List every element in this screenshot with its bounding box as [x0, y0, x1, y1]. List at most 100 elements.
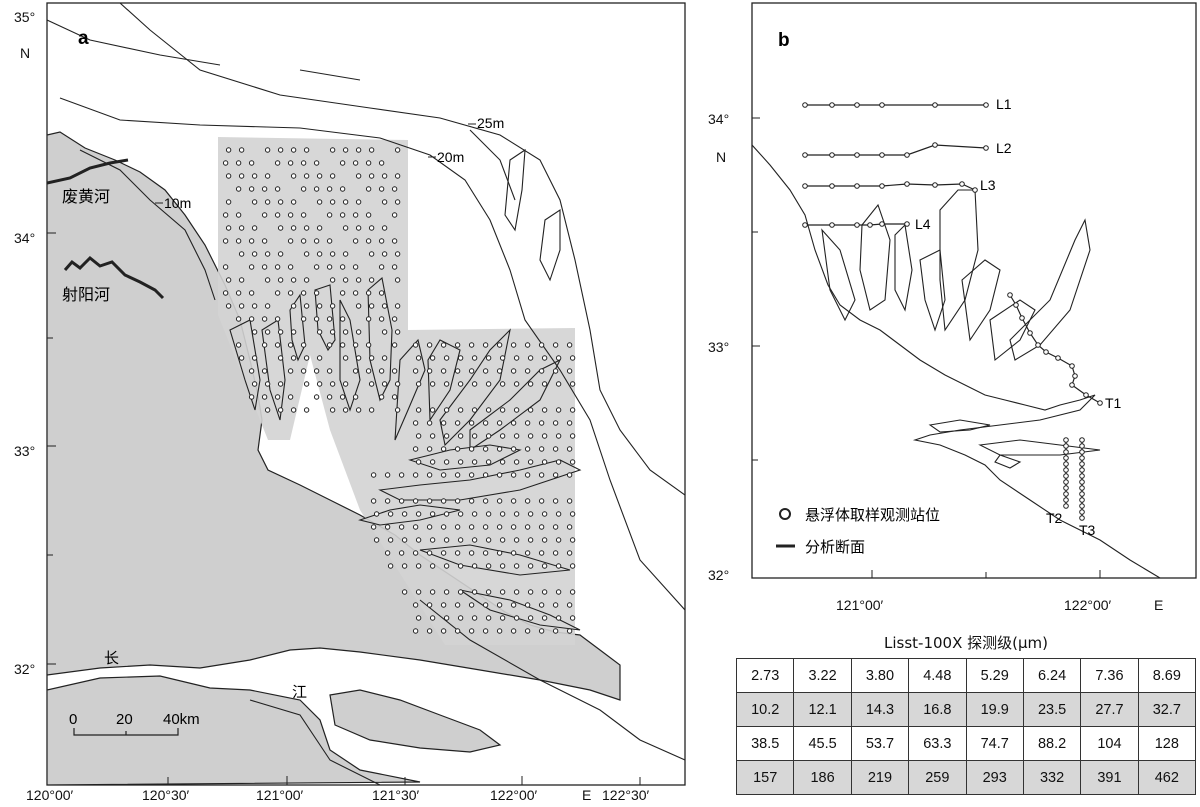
station-dot — [496, 342, 503, 348]
station-dot — [496, 550, 503, 556]
station-dot — [370, 524, 377, 530]
station-dot — [352, 290, 359, 296]
station-dot — [510, 628, 517, 634]
station-dot — [829, 102, 835, 108]
station-dot — [378, 290, 385, 296]
station-dot — [1079, 449, 1085, 455]
station-dot — [277, 277, 284, 283]
station-dot — [248, 160, 255, 166]
station-dot — [1079, 443, 1085, 449]
station-dot — [569, 381, 576, 387]
station-dot — [555, 459, 562, 465]
station-dot — [555, 511, 562, 517]
station-dot — [485, 563, 492, 569]
station-dot — [329, 173, 336, 179]
station-dot — [329, 251, 336, 257]
station-dot — [524, 550, 531, 556]
station-dot — [566, 446, 573, 452]
size-class-table: 2.73 3.22 3.80 4.48 5.29 6.24 7.36 8.69 10.2 12.1… — [735, 658, 1197, 795]
station-dot — [485, 381, 492, 387]
station-dot — [222, 290, 229, 296]
table-cell: 88.2 — [1022, 726, 1082, 761]
station-dot — [482, 498, 489, 504]
station-dot — [235, 212, 242, 218]
station-dot — [566, 342, 573, 348]
station-dot — [391, 368, 398, 374]
station-dot — [378, 238, 385, 244]
station-dot — [457, 433, 464, 439]
station-dot — [429, 381, 436, 387]
station-dot — [342, 277, 349, 283]
station-dot — [303, 407, 310, 413]
station-dot — [1063, 461, 1069, 467]
station-dot — [499, 511, 506, 517]
station-dot — [482, 472, 489, 478]
station-dot — [454, 368, 461, 374]
station-dot — [538, 368, 545, 374]
station-dot — [468, 472, 475, 478]
station-dot — [454, 446, 461, 452]
station-dot — [555, 615, 562, 621]
station-dot — [415, 589, 422, 595]
station-dot — [387, 537, 394, 543]
station-dot — [398, 550, 405, 556]
station-dot — [365, 290, 372, 296]
station-dot — [274, 264, 281, 270]
station-dot — [264, 147, 271, 153]
station-dot — [482, 602, 489, 608]
station-dot — [287, 212, 294, 218]
station-dot — [510, 420, 517, 426]
station-dot — [440, 446, 447, 452]
station-dot — [485, 459, 492, 465]
station-dot — [251, 355, 258, 361]
station-dot — [932, 182, 938, 188]
station-dot — [429, 511, 436, 517]
station-dot — [300, 342, 307, 348]
lon-tick: 121°00′ — [256, 787, 304, 803]
station-dot — [1063, 497, 1069, 503]
station-dot — [471, 615, 478, 621]
station-dot — [365, 238, 372, 244]
station-dot — [566, 550, 573, 556]
lat-tick: 34° — [14, 230, 35, 246]
station-dot — [381, 251, 388, 257]
station-dot — [412, 550, 419, 556]
ridge-b — [859, 203, 891, 311]
station-dot — [394, 199, 401, 205]
station-dot — [412, 368, 419, 374]
station-dot — [468, 342, 475, 348]
station-dot — [527, 381, 534, 387]
station-dot — [496, 498, 503, 504]
station-dot — [482, 368, 489, 374]
station-dot — [398, 498, 405, 504]
station-dot — [510, 368, 517, 374]
station-dot — [513, 615, 520, 621]
legend: 悬浮体取样观测站位 分析断面 — [776, 506, 940, 556]
station-dot — [457, 511, 464, 517]
table-cell: 7.36 — [1080, 658, 1139, 693]
table-row: 2.73 3.22 3.80 4.48 5.29 6.24 7.36 8.69 — [735, 658, 1197, 693]
station-dot — [225, 303, 232, 309]
yangtze-char-chang: 长 — [104, 649, 119, 667]
station-dot — [352, 264, 359, 270]
table-cell: 16.8 — [908, 692, 967, 727]
station-dot — [261, 342, 268, 348]
station-dot — [569, 459, 576, 465]
station-dot — [225, 225, 232, 231]
table-cell: 63.3 — [908, 726, 967, 761]
station-dot — [326, 212, 333, 218]
station-dot — [251, 251, 258, 257]
station-dot — [541, 537, 548, 543]
station-dot — [1079, 491, 1085, 497]
station-dot — [342, 407, 349, 413]
station-dot — [496, 420, 503, 426]
ridge-b — [994, 454, 1022, 469]
station-dot — [440, 524, 447, 530]
station-dot — [342, 329, 349, 335]
station-dot — [277, 355, 284, 361]
station-dot — [264, 251, 271, 257]
station-dot — [378, 186, 385, 192]
station-dot — [482, 420, 489, 426]
station-dot — [235, 160, 242, 166]
